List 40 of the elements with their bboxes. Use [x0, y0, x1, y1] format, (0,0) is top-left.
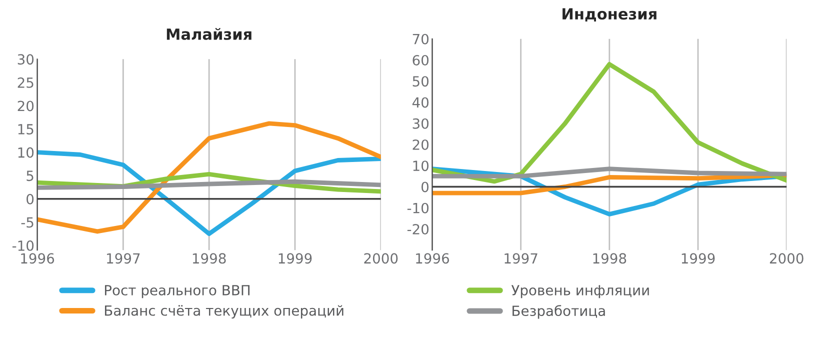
y-tick-label: -20 [407, 224, 429, 234]
y-tick-label: 20 [412, 139, 429, 150]
x-tick-label: 2000 [770, 253, 804, 264]
y-tick-label: -5 [21, 217, 34, 228]
chart-title: Малайзия [166, 28, 252, 40]
x-tick-label: 1998 [192, 253, 226, 264]
y-tick-label: 5 [26, 170, 34, 182]
x-tick-label: 1996 [416, 253, 450, 264]
x-tick-label: 1999 [278, 253, 312, 264]
y-tick-label: -10 [12, 240, 34, 251]
y-tick-label: 15 [18, 124, 34, 134]
x-tick-label: 1996 [21, 253, 54, 264]
line-series [37, 150, 381, 236]
legend-label: Рост реального ВВП [104, 285, 250, 298]
y-tick-label: 10 [18, 147, 34, 158]
y-tick-label: 20 [18, 100, 34, 112]
y-tick-label: -10 [407, 202, 429, 214]
x-tick-label: 1998 [593, 253, 626, 264]
x-tick-label: 1997 [504, 253, 538, 264]
y-tick-label: 25 [18, 77, 34, 88]
y-tick-label: 10 [413, 160, 429, 172]
line-series [432, 166, 787, 178]
y-tick-label: 0 [26, 194, 34, 204]
y-tick-label: 50 [412, 76, 429, 87]
y-tick-label: 30 [18, 54, 34, 65]
legend-label: Баланс счёта текущих операций [104, 305, 344, 319]
y-tick-label: 30 [412, 118, 429, 129]
line-series [37, 179, 381, 190]
y-tick-label: 40 [412, 97, 429, 108]
x-tick-label: 1997 [107, 253, 140, 264]
x-tick-label: 2000 [364, 253, 398, 264]
line-series [432, 172, 787, 196]
chart-title: Индонезия [562, 8, 656, 22]
legend-label: Уровень инфляции [511, 285, 649, 298]
y-tick-label: 70 [412, 34, 429, 44]
line-series [37, 121, 381, 234]
legend-label: Безработица [512, 305, 605, 319]
y-tick-label: 60 [412, 54, 429, 66]
y-tick-label: 0 [422, 182, 429, 192]
x-tick-label: 1999 [682, 253, 715, 264]
